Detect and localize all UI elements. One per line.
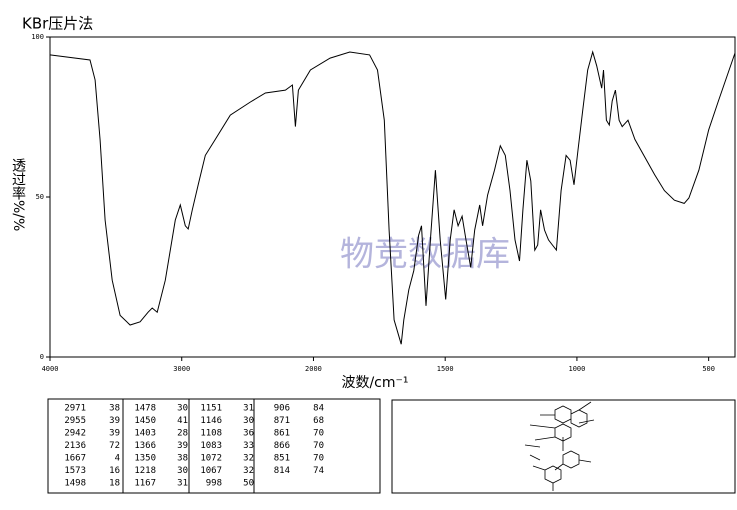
table-cell: 871 xyxy=(274,416,290,426)
table-cell: 2136 xyxy=(64,441,86,451)
table-cell: 38 xyxy=(177,454,188,464)
watermark: 物竞数据库 xyxy=(340,235,510,275)
chart-title: KBr压片法 xyxy=(22,15,93,33)
structure-drawing xyxy=(524,401,595,491)
y-tick-label: 50 xyxy=(36,193,44,201)
table-cell: 68 xyxy=(313,416,324,426)
x-tick-label: 4000 xyxy=(42,365,59,373)
x-tick-label: 1000 xyxy=(568,365,585,373)
x-tick-label: 1500 xyxy=(437,365,454,373)
table-cell: 18 xyxy=(109,479,120,489)
table-cell: 74 xyxy=(313,466,324,476)
table-cell: 814 xyxy=(274,466,290,476)
table-cell: 28 xyxy=(177,429,188,439)
table-cell: 31 xyxy=(243,404,254,414)
table-cell: 70 xyxy=(313,441,324,451)
table-cell: 2971 xyxy=(64,404,86,414)
table-cell: 1072 xyxy=(200,454,222,464)
table-cell: 1146 xyxy=(200,416,222,426)
table-cell: 16 xyxy=(109,466,120,476)
peak-table-frame xyxy=(47,398,381,494)
table-cell: 1478 xyxy=(134,404,156,414)
table-cell: 1403 xyxy=(134,429,156,439)
table-cell: 41 xyxy=(177,416,188,426)
table-cell: 4 xyxy=(115,454,120,464)
table-cell: 39 xyxy=(109,416,120,426)
table-cell: 861 xyxy=(274,429,290,439)
table-cell: 1573 xyxy=(64,466,86,476)
table-cell: 84 xyxy=(313,404,324,414)
table-cell: 851 xyxy=(274,454,290,464)
table-cell: 30 xyxy=(177,466,188,476)
table-cell: 906 xyxy=(274,404,290,414)
structure-frame xyxy=(391,399,736,494)
table-cell: 38 xyxy=(109,404,120,414)
table-cell: 30 xyxy=(177,404,188,414)
table-cell: 1350 xyxy=(134,454,156,464)
spectrum-line xyxy=(49,50,736,345)
table-cell: 32 xyxy=(243,454,254,464)
table-cell: 1067 xyxy=(200,466,222,476)
table-cell: 72 xyxy=(109,441,120,451)
x-axis-label: 波数/cm⁻¹ xyxy=(341,375,408,391)
table-cell: 32 xyxy=(243,466,254,476)
table-cell: 2955 xyxy=(64,416,86,426)
table-cell: 1083 xyxy=(200,441,222,451)
table-cell: 33 xyxy=(243,441,254,451)
table-cell: 1218 xyxy=(134,466,156,476)
table-cell: 1108 xyxy=(200,429,222,439)
table-cell: 39 xyxy=(177,441,188,451)
x-tick-label: 3000 xyxy=(173,365,190,373)
table-cell: 866 xyxy=(274,441,290,451)
table-cell: 1498 xyxy=(64,479,86,489)
x-tick-label: 500 xyxy=(702,365,715,373)
table-cell: 30 xyxy=(243,416,254,426)
table-cell: 70 xyxy=(313,429,324,439)
y-tick-label: 0 xyxy=(40,353,44,361)
table-cell: 1667 xyxy=(64,454,86,464)
table-cell: 1167 xyxy=(134,479,156,489)
table-cell: 1366 xyxy=(134,441,156,451)
table-cell: 1151 xyxy=(200,404,222,414)
table-cell: 39 xyxy=(109,429,120,439)
table-cell: 50 xyxy=(243,479,254,489)
y-tick-label: 100 xyxy=(31,33,44,41)
table-cell: 31 xyxy=(177,479,188,489)
x-tick-label: 2000 xyxy=(305,365,322,373)
table-cell: 1450 xyxy=(134,416,156,426)
table-cell: 2942 xyxy=(64,429,86,439)
table-cell: 70 xyxy=(313,454,324,464)
y-axis-label: 透过率%/% xyxy=(10,158,26,232)
table-cell: 998 xyxy=(206,479,222,489)
table-cell: 36 xyxy=(243,429,254,439)
